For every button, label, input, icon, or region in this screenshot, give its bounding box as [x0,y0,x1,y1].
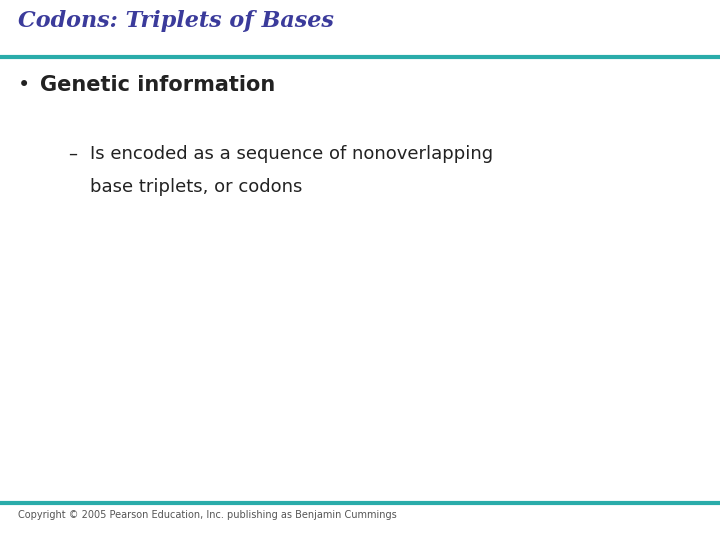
Text: •: • [18,75,30,95]
Text: –: – [68,145,77,163]
Text: Codons: Triplets of Bases: Codons: Triplets of Bases [18,10,334,32]
Text: Is encoded as a sequence of nonoverlapping: Is encoded as a sequence of nonoverlappi… [90,145,493,163]
Text: Copyright © 2005 Pearson Education, Inc. publishing as Benjamin Cummings: Copyright © 2005 Pearson Education, Inc.… [18,510,397,520]
Text: base triplets, or codons: base triplets, or codons [90,178,302,196]
Text: Genetic information: Genetic information [40,75,275,95]
